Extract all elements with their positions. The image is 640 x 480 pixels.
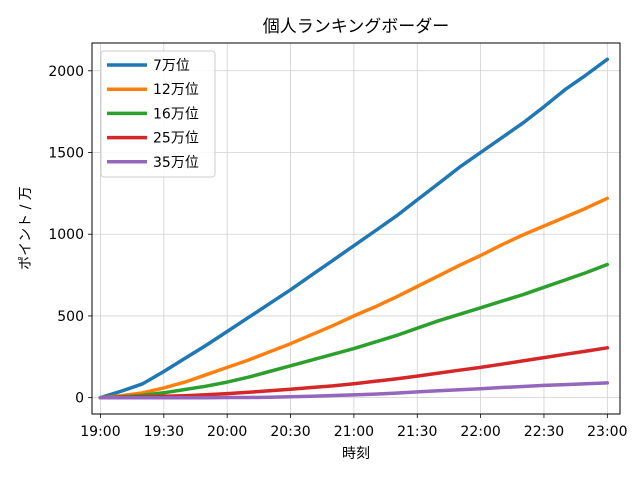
series-line-4: [98, 381, 610, 400]
y-tick-label: 500: [57, 309, 84, 325]
grid-lines: [92, 43, 620, 414]
y-tick-label: 1000: [48, 227, 84, 243]
x-tick-label: 19:00: [80, 424, 120, 440]
plot-frame: [91, 42, 621, 415]
y-tick-label: 1500: [48, 146, 84, 162]
legend-box: [100, 50, 216, 178]
x-tick-label: 22:30: [524, 424, 564, 440]
series-line-3: [98, 346, 610, 400]
x-tick-label: 20:00: [207, 424, 247, 440]
series-line-1: [98, 196, 610, 400]
x-tick-label: 20:30: [270, 424, 310, 440]
x-axis-ticks: 19:00 19:30 20:00 20:30 21:00 21:30 22:00 22:30…: [80, 414, 628, 440]
legend-label-1: 12万位: [153, 82, 199, 98]
legend-label-3: 25万位: [153, 131, 199, 147]
chart-title: 個人ランキングボーダー: [263, 17, 450, 37]
x-tick-label: 21:30: [397, 424, 437, 440]
x-tick-label: 23:00: [587, 424, 627, 440]
legend: 7万位 12万位 16万位 25万位 35万位: [100, 50, 216, 178]
series-lines: [98, 57, 610, 400]
series-line-2: [98, 262, 610, 400]
y-tick-label: 2000: [48, 64, 84, 80]
y-tick-label: 0: [75, 391, 84, 407]
y-axis-ticks: 0 500 1000 1500 2000: [48, 64, 92, 407]
x-tick-label: 21:00: [334, 424, 374, 440]
x-tick-label: 19:30: [144, 424, 184, 440]
legend-label-0: 7万位: [153, 58, 190, 74]
y-axis-label: ポイント / 万: [18, 186, 34, 270]
x-axis-label: 時刻: [342, 446, 370, 462]
legend-label-2: 16万位: [153, 106, 199, 122]
legend-label-4: 35万位: [153, 155, 199, 171]
x-tick-label: 22:00: [460, 424, 500, 440]
series-line-0: [98, 57, 610, 400]
